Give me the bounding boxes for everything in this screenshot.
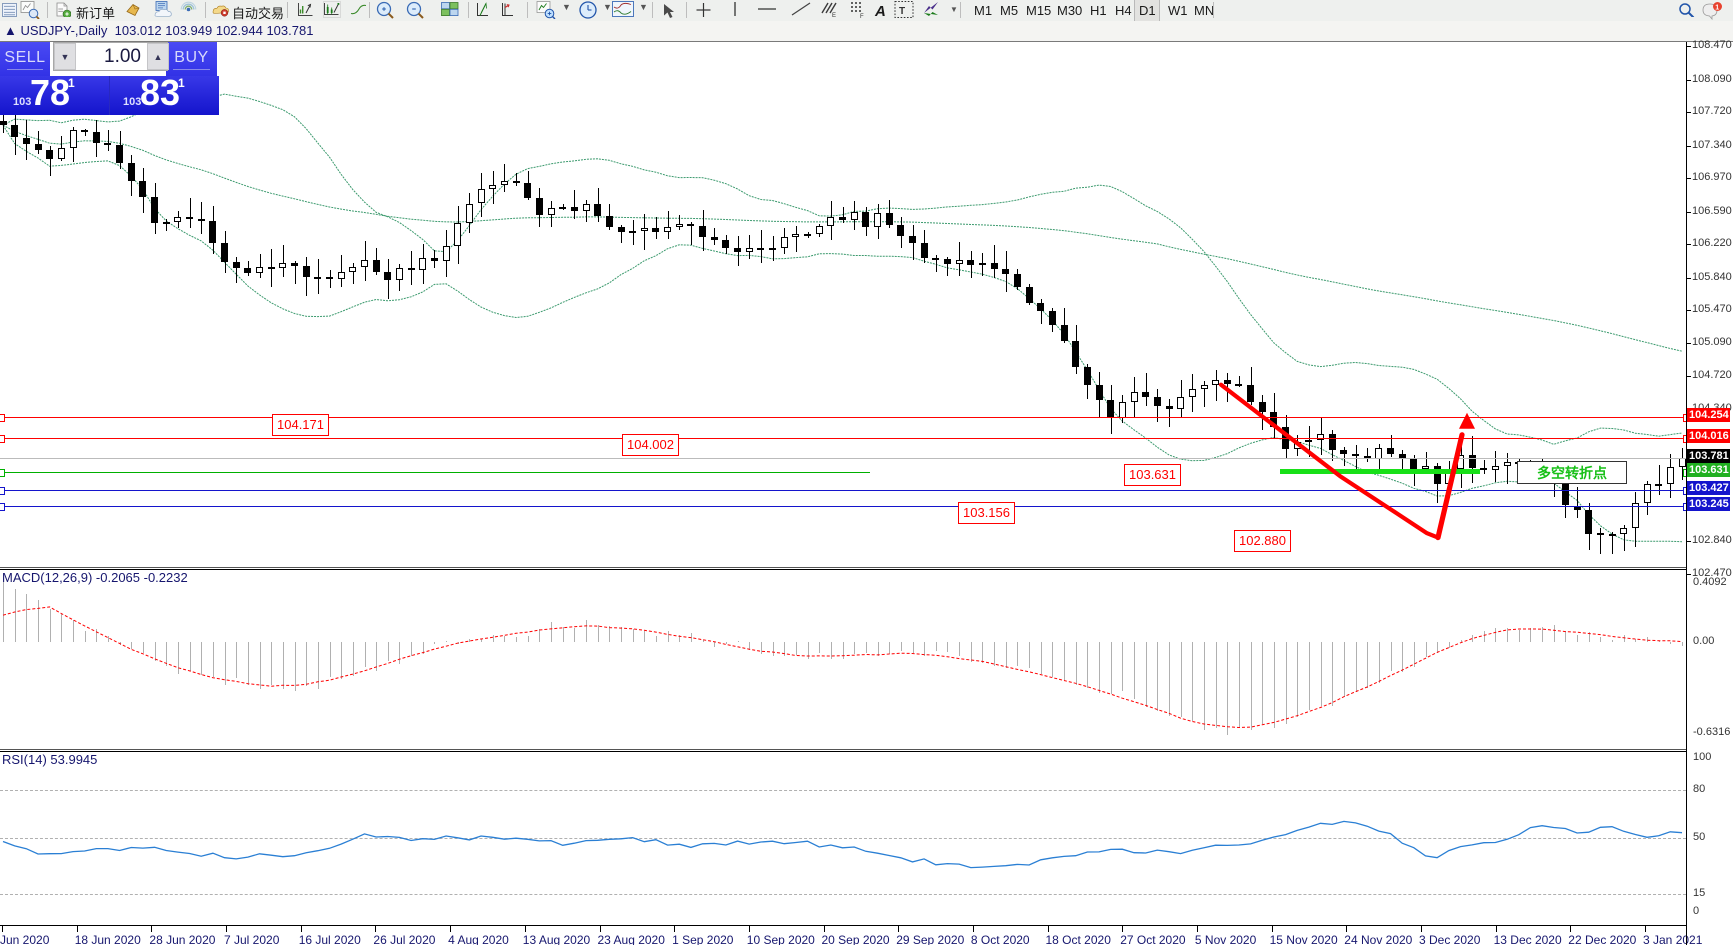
svg-text:F: F xyxy=(860,14,864,18)
svg-text:T: T xyxy=(899,6,905,17)
svg-text:1: 1 xyxy=(1715,4,1719,11)
svg-text:E: E xyxy=(832,13,836,17)
